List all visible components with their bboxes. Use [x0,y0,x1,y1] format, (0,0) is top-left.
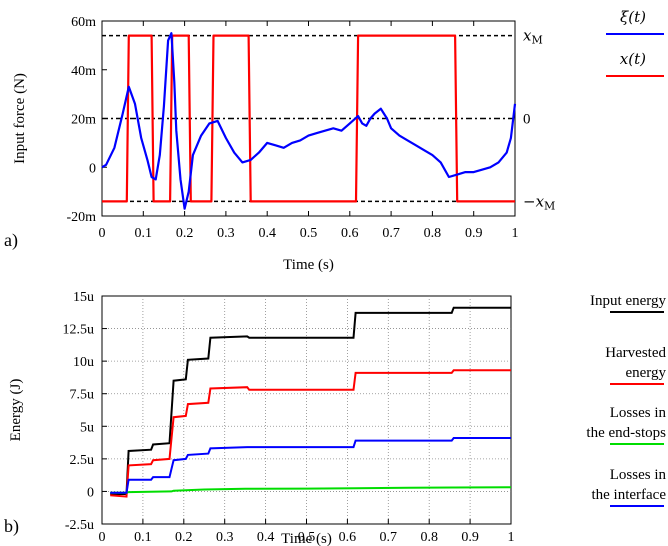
series-line-x-t [102,34,515,203]
y-ticks-b: -2.5u 0 2.5u 5u 7.5u 10u 12.5u 15u [63,290,107,533]
series-line-input-energy [110,306,511,495]
x-tick-label-b: 1 [508,530,515,545]
x-tick-label-b: 0.3 [216,530,234,545]
y-tick-label-b: 5u [80,420,94,435]
series-line-losses-in-the-end-stops [110,486,512,494]
x-ticks-b: 0 0.1 0.2 0.3 0.4 0.5 0.6 0.7 0.8 0.9 1 [99,519,515,545]
x-tick-label-b: 0.6 [339,530,357,545]
reference-line-label-1: 0 [523,112,531,128]
legend-label-a-0: ξ(t) [620,8,646,26]
legend-a: ξ(t) x(t) [606,8,664,77]
y-tick-label-b: 0 [87,485,94,500]
panel-label-a: a) [4,230,18,251]
y-tick-label-a: 40m [71,64,96,79]
legend-label-b-1: energy [625,365,666,381]
y-tick-label-a: -20m [66,210,96,225]
x-tick-label-b: 0.1 [134,530,152,545]
legend-label-b-3: the interface [591,487,666,503]
x-tick-label-b: 0.5 [298,530,316,545]
x-tick-label-a: 0.5 [300,226,318,241]
x-axis-label-a: Time (s) [283,257,334,273]
y-axis-label-b: Energy (J) [8,379,24,442]
legend-label-b-1: Harvested [605,345,666,361]
x-tick-label-a: 0.6 [341,226,359,241]
x-tick-label-a: 0.8 [424,226,442,241]
chart-panel-b: 0 0.1 0.2 0.3 0.4 0.5 0.6 0.7 0.8 0.9 1 -2.5u 0 2.5u… [4,290,667,546]
y-tick-label-b: 7.5u [70,388,95,403]
x-tick-label-a: 0.3 [217,226,235,241]
legend-label-b-2: Losses in [610,405,667,421]
x-tick-label-b: 0 [99,530,106,545]
y-tick-label-b: 2.5u [70,453,95,468]
x-tick-label-b: 0.4 [257,530,275,545]
x-tick-label-a: 0.2 [176,226,194,241]
series-b [110,306,512,498]
y-tick-label-b: 15u [73,290,94,305]
y-tick-label-b: 12.5u [63,323,95,338]
x-tick-label-a: 0.4 [258,226,276,241]
x-tick-label-a: 0.9 [465,226,483,241]
grid-b [102,296,511,524]
chart-panel-a: xM 0 −xM 0 0.1 0.2 0.3 0.4 0.5 0.6 0.7 0.8 0.9 1 -20… [4,8,664,273]
panel-label-b: b) [4,516,19,537]
x-tick-label-a: 1 [512,226,519,241]
x-tick-label-b: 0.8 [420,530,438,545]
series-line-losses-in-the-interface [110,437,511,494]
x-tick-label-b: 0.9 [461,530,479,545]
x-ticks-a: 0 0.1 0.2 0.3 0.4 0.5 0.6 0.7 0.8 0.9 1 [99,21,519,241]
series-line-xi-t [101,32,517,210]
y-tick-label-b: -2.5u [65,518,94,533]
reference-line-label-2: −xM [523,192,555,212]
legend-b: Input energy Harvested energy Losses in the … [586,293,667,507]
y-tick-label-a: 60m [71,15,96,30]
series-line-harvested-energy [110,369,511,498]
reference-line-label-0: xM [523,27,543,47]
x-tick-label-a: 0.1 [135,226,153,241]
legend-label-b-2: the end-stops [586,425,666,441]
y-tick-label-b: 10u [73,355,94,370]
legend-label-b-3: Losses in [610,467,667,483]
x-tick-label-b: 0.2 [175,530,193,545]
y-tick-label-a: 0 [89,161,96,176]
y-axis-label-a: Input force (N) [12,73,28,164]
legend-label-b-0: Input energy [590,293,666,309]
x-tick-label-a: 0.7 [382,226,400,241]
x-axis-label-b: Time (s) [281,531,332,546]
series-a [101,32,517,210]
y-tick-label-a: 20m [71,113,96,128]
y-ticks-a: -20m 0 20m 40m 60m [66,15,107,225]
x-tick-label-b: 0.7 [380,530,398,545]
x-tick-label-a: 0 [99,226,106,241]
legend-label-a-1: x(t) [620,50,646,68]
